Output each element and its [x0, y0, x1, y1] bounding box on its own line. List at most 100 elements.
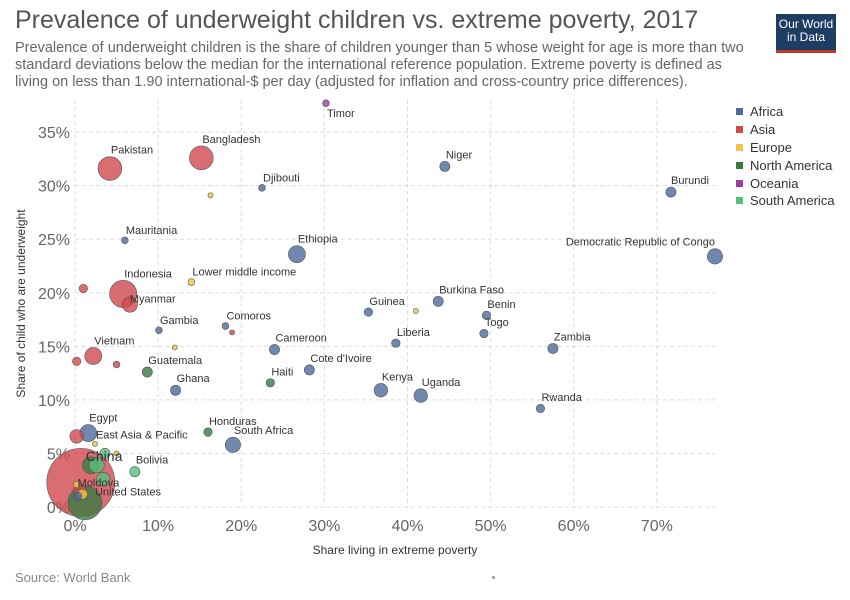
point-label: United States — [95, 487, 162, 499]
point-label: Uganda — [422, 377, 461, 389]
point-label: Lower middle income — [192, 267, 296, 279]
point-label: Togo — [485, 317, 509, 329]
data-point — [224, 436, 241, 453]
y-tick-label: 15% — [38, 339, 70, 356]
data-point — [412, 308, 419, 314]
legend-item[interactable]: Oceania — [736, 174, 835, 192]
point-label: Moldova — [78, 478, 120, 490]
point-label: Cote d'Ivoire — [310, 353, 371, 365]
legend-swatch — [736, 108, 743, 116]
point-label: Djibouti — [263, 172, 300, 184]
legend-item[interactable]: Asia — [736, 121, 835, 139]
legend-swatch — [736, 197, 743, 205]
point-label: Burkina Faso — [439, 284, 504, 296]
source-note: Source: World Bank — [15, 570, 131, 585]
data-point — [99, 448, 111, 459]
data-point — [258, 184, 266, 192]
logo-line-1: Our World — [778, 17, 834, 31]
legend: Africa Asia Europe North America Oceania Sout… — [736, 103, 835, 210]
point-label: Benin — [487, 299, 515, 311]
point-label: Egypt — [89, 413, 117, 425]
data-point — [113, 450, 120, 457]
y-tick-label: 30% — [38, 179, 70, 196]
x-tick-label: 70% — [641, 518, 673, 535]
point-label: Myanmar — [130, 294, 176, 306]
legend-item[interactable]: North America — [736, 156, 835, 174]
legend-label: Europe — [750, 139, 792, 155]
point-label: Mauritania — [126, 225, 178, 237]
data-point — [72, 491, 83, 501]
data-point — [535, 403, 546, 414]
y-tick-label: 25% — [38, 232, 70, 249]
data-point — [129, 466, 141, 478]
legend-label: North America — [750, 157, 833, 173]
chart-title: Prevalence of underweight children vs. e… — [15, 6, 699, 34]
point-label: Timor — [327, 108, 355, 120]
x-tick-label: 10% — [142, 518, 174, 535]
pager-dot — [492, 576, 495, 579]
y-tick-label: 20% — [38, 286, 70, 303]
data-point — [72, 480, 81, 489]
data-point — [84, 347, 103, 365]
data-point — [265, 378, 275, 388]
legend-item[interactable]: South America — [736, 192, 835, 210]
data-point — [481, 310, 491, 320]
x-tick-label: 0% — [63, 518, 86, 535]
point-label: Democratic Republic of Congo — [566, 237, 715, 249]
owid-logo[interactable]: Our World in Data — [776, 14, 836, 53]
point-label: Indonesia — [124, 268, 173, 280]
data-point — [269, 344, 280, 355]
point-label: Liberia — [397, 327, 431, 339]
data-point — [170, 384, 181, 396]
point-label: Pakistan — [111, 145, 153, 157]
data-point — [707, 248, 723, 265]
logo-line-2: in Data — [786, 30, 826, 44]
legend-item[interactable]: Europe — [736, 139, 835, 157]
data-point — [221, 322, 230, 330]
legend-label: South America — [750, 193, 835, 209]
data-point — [187, 278, 196, 286]
point-label: China — [86, 448, 123, 464]
point-label: Ghana — [177, 373, 211, 385]
y-tick-label: 35% — [38, 125, 70, 142]
data-point — [141, 366, 153, 378]
x-tick-label: 30% — [308, 518, 340, 535]
data-point — [288, 245, 306, 264]
point-label: Vietnam — [94, 335, 134, 347]
data-point — [72, 356, 82, 366]
point-label: Bangladesh — [202, 134, 260, 146]
point-label: Gambia — [160, 315, 199, 327]
data-point — [88, 457, 105, 474]
data-point — [363, 307, 373, 317]
point-label: Burundi — [671, 175, 709, 187]
legend-swatch — [736, 179, 743, 187]
data-point — [479, 328, 489, 339]
chart-subtitle: Prevalence of underweight children is th… — [15, 40, 744, 90]
data-point — [413, 388, 428, 403]
x-tick-label: 50% — [475, 518, 507, 535]
data-point — [92, 440, 98, 447]
point-label: Kenya — [382, 371, 414, 383]
data-point — [96, 472, 111, 487]
legend-item[interactable]: Africa — [736, 103, 835, 121]
data-point — [229, 329, 235, 336]
data-point — [97, 156, 123, 181]
data-point — [203, 427, 213, 437]
point-label: East Asia & Pacific — [96, 429, 188, 441]
point-label: Honduras — [209, 416, 257, 428]
point-label: Comoros — [226, 311, 271, 323]
data-point — [155, 326, 163, 334]
point-label: South Africa — [234, 425, 294, 437]
y-tick-label: 10% — [38, 393, 70, 410]
legend-label: Asia — [750, 122, 776, 138]
x-tick-label: 20% — [225, 518, 257, 535]
data-point — [171, 344, 178, 351]
data-point — [121, 236, 129, 245]
x-tick-label: 40% — [391, 518, 423, 535]
data-point — [78, 283, 88, 294]
data-point — [112, 360, 121, 369]
x-tick-label: 60% — [558, 518, 590, 535]
point-label: Rwanda — [541, 392, 582, 404]
data-point — [69, 429, 84, 444]
